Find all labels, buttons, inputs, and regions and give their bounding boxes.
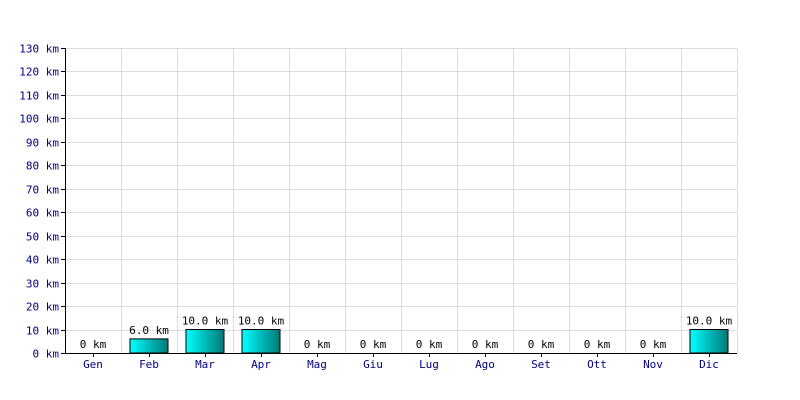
bar-value-label: 0 km [304, 338, 331, 351]
y-tick-label: 10 km [26, 325, 59, 338]
bar-value-label: 0 km [528, 338, 555, 351]
x-tick-label: Giu [363, 358, 383, 371]
bar-value-label: 0 km [80, 338, 107, 351]
x-tick-label: Set [531, 358, 551, 371]
x-tick-label: Ago [475, 358, 495, 371]
y-tick-label: 120 km [19, 66, 59, 79]
bar-value-label: 6.0 km [129, 324, 169, 337]
y-tick-label: 110 km [19, 90, 59, 103]
bar-value-label: 0 km [472, 338, 499, 351]
y-tick-label: 30 km [26, 278, 59, 291]
x-tick-label: Nov [643, 358, 663, 371]
axes [61, 48, 737, 357]
y-tick-label: 20 km [26, 301, 59, 314]
x-tick-label: Dic [699, 358, 719, 371]
bar-value-label: 0 km [360, 338, 387, 351]
bar-value-label: 0 km [640, 338, 667, 351]
y-tick-label: 50 km [26, 231, 59, 244]
bar-value-label: 0 km [584, 338, 611, 351]
grid [65, 48, 738, 353]
x-tick-label: Ott [587, 358, 607, 371]
y-tick-label: 100 km [19, 113, 59, 126]
bar-value-label: 10.0 km [238, 315, 285, 328]
y-tick-label: 130 km [19, 43, 59, 56]
bar-dic [689, 329, 729, 354]
x-tick-label: Feb [139, 358, 159, 371]
y-tick-label: 0 km [33, 348, 60, 361]
y-tick-label: 40 km [26, 254, 59, 267]
labels: 0 km 10 km 20 km 30 km 40 km 50 km 60 km 70 km 8… [19, 43, 732, 372]
bars [129, 329, 729, 354]
bar-value-label: 10.0 km [182, 315, 229, 328]
bar-apr [241, 329, 281, 354]
x-tick-label: Apr [251, 358, 271, 371]
x-tick-label: Mar [195, 358, 215, 371]
bar-value-label: 10.0 km [686, 315, 733, 328]
bar-feb [129, 338, 169, 354]
x-tick-label: Lug [419, 358, 439, 371]
bar-mar [185, 329, 225, 354]
y-tick-label: 70 km [26, 184, 59, 197]
bar-value-label: 0 km [416, 338, 443, 351]
y-tick-label: 60 km [26, 207, 59, 220]
y-tick-label: 80 km [26, 160, 59, 173]
x-tick-label: Gen [83, 358, 103, 371]
x-tick-label: Mag [307, 358, 327, 371]
y-tick-label: 90 km [26, 137, 59, 150]
